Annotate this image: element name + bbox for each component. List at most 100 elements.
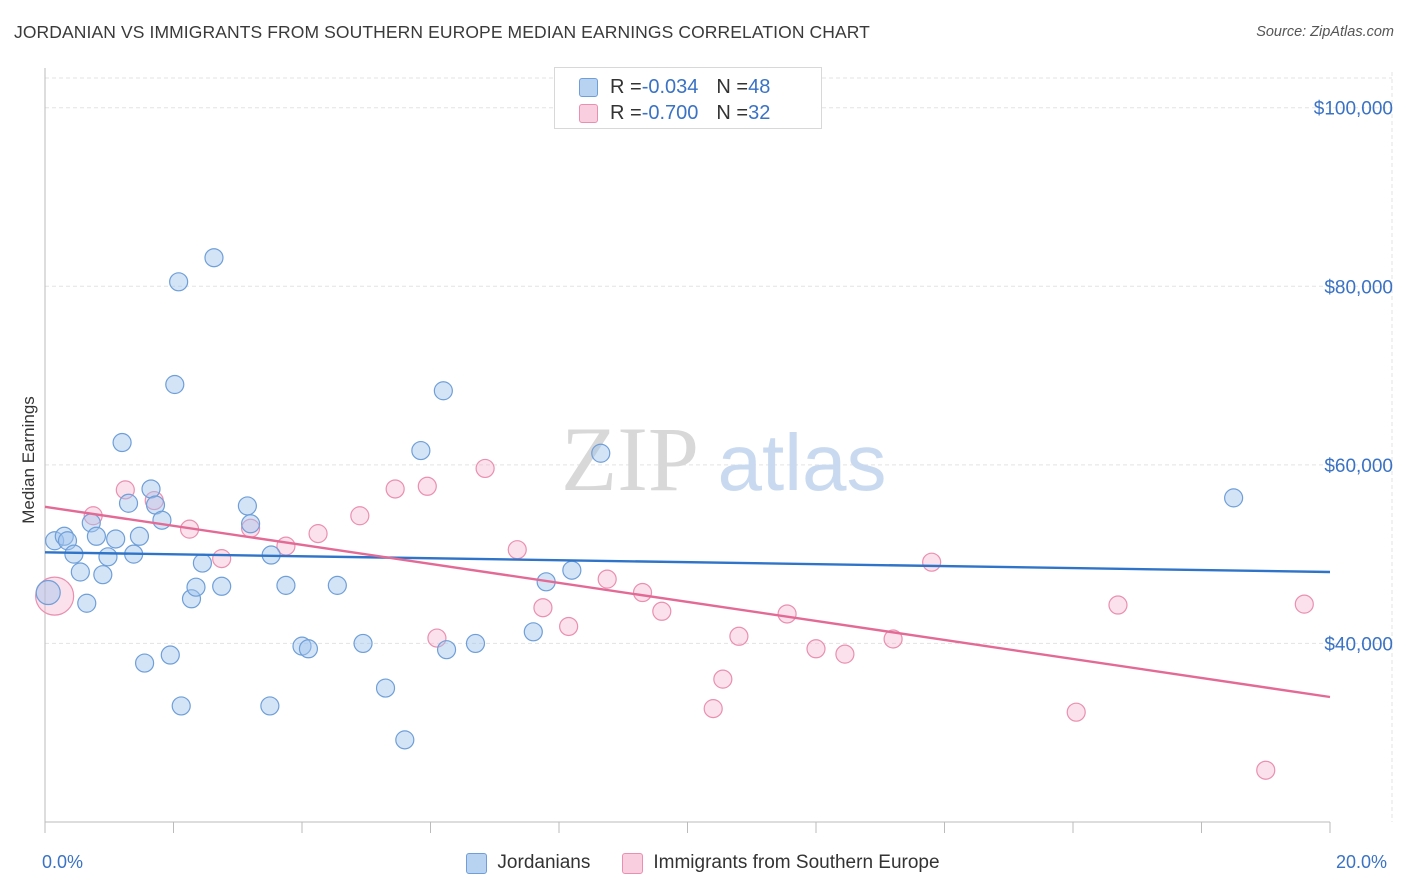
- data-point: [165, 374, 185, 395]
- y-tick-labels: $40,000 $60,000 $80,000 $100,000: [1314, 99, 1393, 656]
- data-point: [632, 582, 653, 603]
- series-jordanians-points: [35, 248, 1244, 750]
- data-point: [93, 565, 113, 585]
- data-point: [777, 604, 797, 624]
- data-point: [1224, 488, 1244, 508]
- data-point: [129, 526, 150, 546]
- data-point: [35, 579, 61, 606]
- data-point: [385, 479, 405, 499]
- data-point: [169, 272, 189, 292]
- data-point: [350, 506, 370, 526]
- data-point: [806, 639, 826, 659]
- y-tick-label: $60,000: [1324, 456, 1393, 477]
- series-legend: Jordanians Immigrants from Southern Euro…: [0, 852, 1406, 874]
- data-point: [703, 699, 723, 719]
- data-point: [375, 678, 396, 698]
- legend-r-label: R =: [610, 101, 642, 124]
- source-label: Source: ZipAtlas.com: [1256, 24, 1394, 40]
- legend-n-value: 32: [748, 101, 771, 124]
- data-point: [241, 514, 261, 534]
- data-point: [35, 576, 75, 616]
- data-point: [118, 493, 139, 513]
- series-immigrants-points: [35, 458, 1314, 780]
- data-point: [411, 440, 431, 461]
- data-point: [533, 598, 553, 618]
- data-point: [729, 626, 749, 646]
- data-point: [883, 629, 903, 649]
- data-point: [171, 696, 191, 716]
- data-point: [212, 576, 232, 596]
- y-axis-label: Median Earnings: [19, 396, 38, 524]
- grid-lines: [45, 72, 1393, 822]
- data-point: [353, 633, 373, 654]
- legend-label: Immigrants from Southern Europe: [653, 852, 940, 873]
- data-point: [212, 549, 232, 569]
- legend-n-label: N =: [716, 101, 749, 124]
- y-tick-label: $40,000: [1324, 634, 1393, 655]
- data-point: [465, 633, 486, 654]
- data-point: [77, 593, 97, 613]
- legend-swatch-blue: [466, 852, 488, 874]
- data-point: [308, 524, 328, 544]
- data-point: [395, 730, 415, 750]
- legend-swatch-pink: [579, 103, 598, 123]
- data-point: [922, 552, 942, 572]
- data-point: [181, 589, 202, 609]
- data-point: [523, 622, 543, 642]
- data-point: [186, 577, 206, 597]
- data-point: [559, 616, 579, 637]
- axes: [44, 68, 1331, 833]
- data-point: [433, 381, 453, 401]
- watermark: ZIP atlas: [561, 408, 886, 510]
- data-point: [591, 443, 611, 463]
- trend-line-pink: [44, 505, 1331, 699]
- data-point: [106, 529, 126, 549]
- data-point: [1066, 702, 1086, 722]
- data-point: [152, 510, 172, 530]
- data-point: [237, 496, 257, 516]
- legend-row-jordanians: R = -0.034 N = 48: [579, 75, 770, 99]
- data-point: [64, 544, 84, 564]
- legend-r-value: -0.700: [641, 101, 699, 124]
- data-point: [98, 547, 118, 567]
- data-point: [86, 526, 107, 546]
- y-tick-label: $100,000: [1314, 99, 1393, 120]
- legend-n-label: N =: [716, 75, 749, 98]
- trend-line-blue: [44, 551, 1331, 574]
- legend-item-immigrants[interactable]: Immigrants from Southern Europe: [622, 852, 940, 874]
- data-point: [1256, 760, 1276, 780]
- legend-n-value: 48: [748, 75, 771, 98]
- data-point: [260, 696, 280, 716]
- watermark-atlas: atlas: [718, 418, 887, 507]
- data-point: [475, 458, 495, 479]
- data-point: [192, 553, 213, 573]
- legend-r-label: R =: [610, 75, 642, 98]
- data-point: [327, 575, 347, 595]
- legend-swatch-blue: [579, 77, 598, 97]
- x-tick-label-min: 0.0%: [42, 852, 84, 872]
- data-point: [652, 601, 672, 621]
- data-point: [562, 560, 582, 580]
- chart-title: JORDANIAN VS IMMIGRANTS FROM SOUTHERN EU…: [14, 22, 870, 42]
- legend-r-value: -0.034: [641, 75, 699, 98]
- trend-lines: [44, 505, 1331, 699]
- y-tick-label: $80,000: [1324, 277, 1393, 298]
- x-tick-label-max: 20.0%: [1336, 852, 1388, 872]
- legend-row-immigrants: R = -0.700 N = 32: [579, 101, 770, 125]
- data-point: [298, 639, 319, 659]
- data-point: [112, 432, 132, 453]
- data-point: [204, 248, 224, 268]
- data-point: [276, 575, 296, 595]
- data-point: [1294, 594, 1314, 614]
- legend-label: Jordanians: [497, 852, 591, 873]
- data-point: [417, 476, 437, 496]
- data-point: [713, 669, 733, 689]
- data-point: [160, 645, 180, 665]
- data-point: [507, 540, 527, 560]
- data-point: [134, 653, 155, 673]
- data-point: [1108, 595, 1128, 615]
- data-point: [835, 644, 855, 664]
- legend-item-jordanians[interactable]: Jordanians: [466, 852, 590, 874]
- watermark-zip: ZIP: [561, 408, 699, 510]
